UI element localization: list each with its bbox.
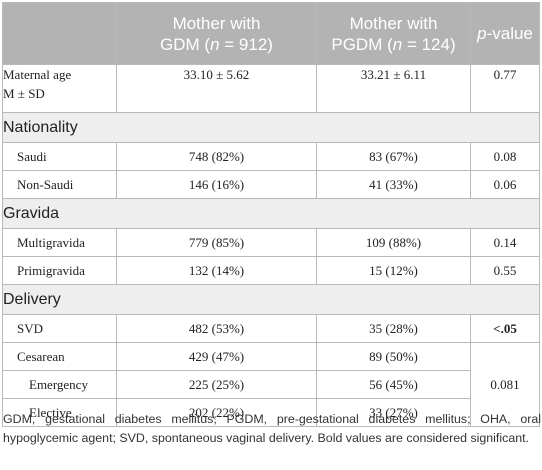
table-row: Elective 202 (22%) 33 (27%) [2, 398, 540, 427]
table-row: SVD 482 (53%) 35 (28%) <.05 [2, 314, 540, 343]
section-gravida: Gravida [2, 198, 540, 229]
cell-pgdm: 83 (67%) [316, 142, 471, 171]
cell-gdm: 429 (47%) [116, 342, 317, 371]
row-label-cesarean: Cesarean [2, 342, 117, 371]
cell-p-value: 0.06 [470, 170, 540, 199]
row-label-primigravida: Primigravida [2, 256, 117, 285]
header-p-value: p-value [470, 2, 540, 65]
section-row: Nationality [2, 112, 540, 143]
table-row: Non-Saudi 146 (16%) 41 (33%) 0.06 [2, 170, 540, 199]
section-nationality: Nationality [2, 112, 540, 143]
cell-p-value: 0.14 [470, 228, 540, 257]
table-row: Primigravida 132 (14%) 15 (12%) 0.55 [2, 256, 540, 285]
cell-gdm: 482 (53%) [116, 314, 317, 343]
table-row: Saudi 748 (82%) 83 (67%) 0.08 [2, 142, 540, 171]
row-label-svd: SVD [2, 314, 117, 343]
cell-gdm: 748 (82%) [116, 142, 317, 171]
cell-pgdm: 41 (33%) [316, 170, 471, 199]
cell-gdm: 146 (16%) [116, 170, 317, 199]
cell-pgdm: 56 (45%) [316, 370, 471, 399]
section-row: Gravida [2, 198, 540, 229]
row-label-non-saudi: Non-Saudi [2, 170, 117, 199]
cell-gdm: 33.10 ± 5.62 [116, 64, 317, 113]
data-table: Mother with GDM (n = 912) Mother with PG… [2, 2, 540, 427]
cell-gdm: 779 (85%) [116, 228, 317, 257]
header-pgdm: Mother with PGDM (n = 124) [316, 2, 471, 65]
cell-pgdm: 15 (12%) [316, 256, 471, 285]
table-row: Emergency 225 (25%) 56 (45%) [2, 370, 540, 399]
row-label-elective: Elective [2, 398, 117, 427]
cell-p-value-significant: <.05 [470, 314, 540, 343]
cell-p-value-merged: 0.081 [470, 342, 540, 427]
cell-p-value: 0.08 [470, 142, 540, 171]
table-row: Cesarean 429 (47%) 89 (50%) 0.081 [2, 342, 540, 427]
cell-pgdm: 35 (28%) [316, 314, 471, 343]
row-label-multigravida: Multigravida [2, 228, 117, 257]
section-delivery: Delivery [2, 284, 540, 315]
cell-pgdm: 109 (88%) [316, 228, 471, 257]
row-label-maternal-age: Maternal age M ± SD [2, 64, 117, 113]
cell-gdm: 225 (25%) [116, 370, 317, 399]
cell-gdm: 132 (14%) [116, 256, 317, 285]
row-label-emergency: Emergency [2, 370, 117, 399]
cell-pgdm: 33.21 ± 6.11 [316, 64, 471, 113]
table-row: Maternal age M ± SD 33.10 ± 5.62 33.21 ± … [2, 64, 540, 113]
table-footnote: GDM, gestational diabetes mellitus; PGDM… [3, 412, 541, 445]
header-row: Mother with GDM (n = 912) Mother with PG… [2, 2, 540, 65]
header-blank-cell [2, 2, 117, 65]
cell-p-value: 0.77 [470, 64, 540, 113]
section-row: Delivery [2, 284, 540, 315]
table-row: Multigravida 779 (85%) 109 (88%) 0.14 [2, 228, 540, 257]
row-label-saudi: Saudi [2, 142, 117, 171]
cell-pgdm: 89 (50%) [316, 342, 471, 371]
header-gdm: Mother with GDM (n = 912) [116, 2, 317, 65]
cell-p-value: 0.55 [470, 256, 540, 285]
cell-pgdm: 33 (27%) [316, 398, 471, 427]
